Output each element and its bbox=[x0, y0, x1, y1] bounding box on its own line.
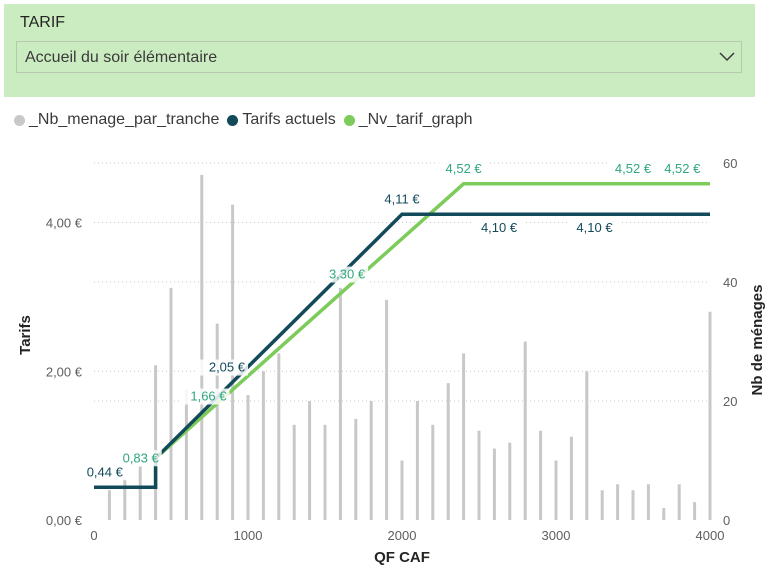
x-tick-label: 0 bbox=[90, 528, 97, 543]
data-label: 4,10 € bbox=[576, 220, 613, 235]
bar[interactable] bbox=[308, 401, 312, 520]
bar[interactable] bbox=[677, 484, 681, 520]
bar[interactable] bbox=[246, 395, 250, 520]
legend-label-nb-menage: _Nb_menage_par_tranche bbox=[29, 111, 220, 128]
filter-title: TARIF bbox=[20, 14, 66, 31]
x-tick-label: 2000 bbox=[388, 528, 417, 543]
data-label-bg bbox=[569, 220, 620, 237]
y-right-tick-label: 0 bbox=[723, 513, 730, 528]
data-label-bg bbox=[197, 359, 248, 376]
bar[interactable] bbox=[708, 311, 712, 520]
bar[interactable] bbox=[277, 353, 281, 520]
filter-card: TARIF Accueil du soir élémentaire bbox=[4, 4, 755, 97]
data-label: 4,52 € bbox=[446, 161, 483, 176]
bar[interactable] bbox=[446, 383, 450, 520]
bar[interactable] bbox=[261, 371, 265, 520]
data-labels: 0,44 € 2,05 € 4,11 € 4,10 € 4,10 € 0,83 € 1,66… bbox=[79, 160, 708, 481]
bar[interactable] bbox=[107, 490, 111, 520]
bar[interactable] bbox=[385, 299, 389, 520]
bar[interactable] bbox=[154, 365, 158, 520]
gridlines bbox=[94, 162, 710, 402]
x-axis-title: QF CAF bbox=[374, 549, 430, 566]
chart-legend: _Nb_menage_par_tranche Tarifs actuels _N… bbox=[14, 110, 481, 130]
bar[interactable] bbox=[523, 341, 527, 521]
bar[interactable] bbox=[338, 287, 342, 520]
data-label-bg bbox=[79, 464, 130, 481]
bar[interactable] bbox=[477, 430, 481, 520]
bar[interactable] bbox=[138, 466, 142, 520]
bar[interactable] bbox=[662, 508, 666, 520]
x-tick-label: 3000 bbox=[542, 528, 571, 543]
legend-label-nv-tarif: _Nv_tarif_graph bbox=[358, 111, 473, 128]
legend-label-tarifs-actuels: Tarifs actuels bbox=[242, 111, 336, 128]
y-left-axis-title: Tarifs bbox=[17, 315, 34, 355]
data-label: 0,44 € bbox=[87, 464, 124, 479]
bar[interactable] bbox=[123, 478, 127, 520]
bar[interactable] bbox=[292, 424, 296, 520]
y-left-tick-label: 2,00 € bbox=[46, 364, 83, 379]
bar[interactable] bbox=[631, 490, 635, 520]
bar[interactable] bbox=[554, 460, 558, 521]
y-right-tick-label: 60 bbox=[723, 156, 737, 171]
bar[interactable] bbox=[569, 436, 573, 520]
dropdown-selected-value: Accueil du soir élémentaire bbox=[25, 49, 218, 66]
tarif-dropdown[interactable]: Accueil du soir élémentaire bbox=[16, 41, 742, 73]
data-label-bg bbox=[376, 191, 428, 208]
bar[interactable] bbox=[693, 502, 697, 520]
data-label-bg bbox=[111, 450, 162, 467]
data-label-bg bbox=[473, 220, 525, 237]
bar[interactable] bbox=[646, 484, 650, 520]
chevron-down-icon[interactable] bbox=[719, 50, 735, 62]
bar[interactable] bbox=[415, 401, 419, 520]
y-right-axis-title: Nb de ménages bbox=[749, 285, 766, 396]
data-label: 4,52 € bbox=[664, 161, 701, 176]
bar[interactable] bbox=[354, 418, 358, 520]
y-left-tick-label: 0,00 € bbox=[46, 513, 83, 528]
data-label: 1,66 € bbox=[190, 389, 227, 404]
axes: 0 1000 2000 3000 4000 0,00 € 2,00 € 4,00 € 0 20 40… bbox=[46, 156, 738, 543]
y-left-tick-label: 4,00 € bbox=[46, 216, 83, 231]
bar[interactable] bbox=[508, 442, 512, 520]
bar[interactable] bbox=[184, 389, 188, 520]
bar[interactable] bbox=[431, 424, 435, 520]
data-label: 2,05 € bbox=[209, 360, 246, 375]
legend-dot-tarifs-actuels bbox=[227, 114, 239, 126]
bar[interactable] bbox=[169, 287, 173, 520]
x-tick-label: 1000 bbox=[234, 528, 263, 543]
data-label: 0,83 € bbox=[123, 450, 160, 465]
data-label-bg bbox=[657, 160, 708, 177]
bar[interactable] bbox=[323, 424, 327, 520]
bar[interactable] bbox=[539, 430, 543, 520]
bar[interactable] bbox=[200, 174, 204, 520]
bar[interactable] bbox=[215, 323, 219, 520]
bar[interactable] bbox=[369, 401, 373, 520]
legend-item-tarifs-actuels[interactable]: Tarifs actuels bbox=[227, 111, 336, 129]
bar[interactable] bbox=[600, 490, 604, 520]
data-label-bg bbox=[438, 160, 489, 177]
bar-series bbox=[107, 174, 712, 521]
bar[interactable] bbox=[492, 448, 496, 520]
data-label: 4,10 € bbox=[481, 220, 518, 235]
data-label-bg bbox=[317, 266, 369, 283]
data-label: 4,52 € bbox=[615, 161, 652, 176]
x-tick-label: 4000 bbox=[696, 528, 725, 543]
data-label: 4,11 € bbox=[384, 191, 420, 206]
bar[interactable] bbox=[462, 353, 466, 520]
legend-item-nv-tarif[interactable]: _Nv_tarif_graph bbox=[343, 111, 473, 129]
data-label-bg bbox=[179, 388, 230, 405]
bar[interactable] bbox=[616, 484, 620, 520]
data-label: 3,30 € bbox=[329, 267, 366, 282]
legend-dot-nv-tarif bbox=[343, 114, 355, 126]
y-right-tick-label: 40 bbox=[723, 275, 737, 290]
y-right-tick-label: 20 bbox=[723, 394, 737, 409]
legend-item-nb-menage[interactable]: _Nb_menage_par_tranche bbox=[14, 111, 219, 129]
bar[interactable] bbox=[400, 460, 404, 521]
data-label-bg bbox=[607, 160, 659, 177]
legend-dot-nb-menage bbox=[14, 114, 25, 126]
bar[interactable] bbox=[585, 371, 589, 520]
